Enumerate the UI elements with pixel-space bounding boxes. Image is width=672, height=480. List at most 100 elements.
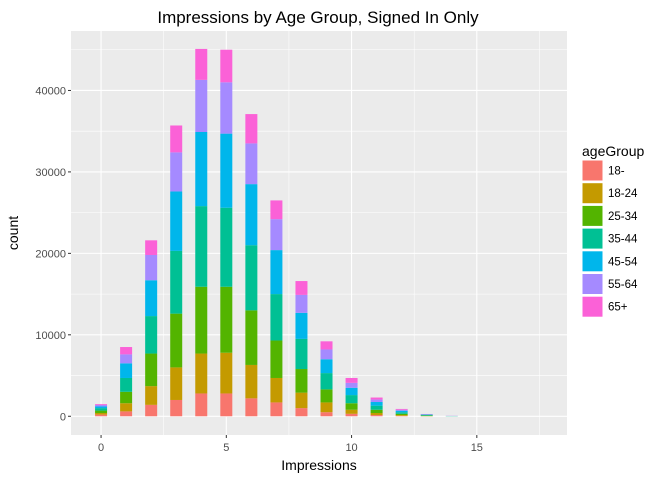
- bar-segment: [95, 410, 108, 414]
- legend-label: 55-64: [608, 279, 638, 291]
- bar-segment: [170, 367, 183, 400]
- bar-segment: [345, 395, 358, 404]
- bar-segment: [145, 280, 158, 317]
- bar-segment: [120, 377, 133, 392]
- bar-segment: [320, 402, 333, 413]
- bar-segment: [320, 373, 333, 390]
- bar-segment: [395, 410, 408, 413]
- bar-segment: [395, 408, 408, 410]
- bar-segment: [245, 184, 258, 246]
- bar-segment: [395, 415, 408, 416]
- legend-label: 18-24: [608, 188, 638, 200]
- bar-segment: [120, 391, 133, 404]
- bar-segment: [320, 389, 333, 403]
- bar-segment: [220, 82, 233, 134]
- bar-segment: [120, 411, 133, 417]
- legend-key: [581, 159, 604, 182]
- bar-segment: [95, 406, 108, 409]
- bar-segment: [195, 132, 208, 207]
- bar-segment: [320, 412, 333, 417]
- bar-segment: [420, 415, 433, 416]
- bar-segment: [145, 353, 158, 387]
- bar-segment: [220, 207, 233, 287]
- legend-key: [581, 182, 604, 205]
- bar-segment: [95, 413, 108, 415]
- bar-segment: [370, 405, 383, 410]
- y-axis-ticks: 0 10000 20000 30000 40000: [35, 85, 71, 423]
- x-tick-label: 5: [223, 442, 229, 454]
- bar-segment: [370, 415, 383, 417]
- bar-segment: [320, 349, 333, 360]
- bar-segment: [95, 404, 108, 405]
- bar-segment: [170, 152, 183, 192]
- bar-segment: [195, 393, 208, 417]
- bar-segment: [345, 377, 358, 383]
- bar-segment: [395, 413, 408, 416]
- bar-segment: [270, 200, 283, 220]
- bar-segment: [220, 286, 233, 353]
- legend-key: [581, 295, 604, 318]
- bar-segment: [270, 219, 283, 251]
- bar-segment: [220, 49, 233, 83]
- bar-segment: [245, 245, 258, 311]
- x-tick-label: 0: [98, 442, 104, 454]
- bar-segment: [170, 313, 183, 368]
- bar-segment: [370, 397, 383, 400]
- bar-stacks: [95, 48, 458, 417]
- y-tick-label: 40000: [35, 85, 66, 97]
- bar-segment: [195, 79, 208, 132]
- y-tick-label: 20000: [35, 248, 66, 260]
- bar-segment: [295, 338, 308, 370]
- bar-segment: [220, 393, 233, 417]
- legend-label: 45-54: [608, 256, 638, 268]
- legend: ageGroup 18- 18-24 25-34 35-44 45-54 55-64 65+: [581, 143, 644, 318]
- legend-key: [581, 227, 604, 250]
- bar-segment: [120, 347, 133, 355]
- x-tick-label: 10: [345, 442, 357, 454]
- bar-segment: [295, 369, 308, 393]
- legend-key: [581, 250, 604, 273]
- bar-segment: [370, 399, 383, 403]
- bar-segment: [270, 294, 283, 341]
- bar-segment: [345, 409, 358, 414]
- legend-label: 65+: [608, 302, 628, 314]
- x-axis-title: Impressions: [281, 457, 356, 473]
- bar-segment: [320, 341, 333, 350]
- bar-segment: [245, 364, 258, 399]
- bar-segment: [320, 359, 333, 374]
- bar-segment: [295, 312, 308, 339]
- bar-segment: [145, 254, 158, 281]
- x-axis-ticks: 0 5 10 15: [98, 435, 483, 454]
- bar-segment: [170, 250, 183, 314]
- bar-segment: [345, 382, 358, 388]
- legend-label: 18-: [608, 166, 625, 178]
- legend-title: ageGroup: [582, 143, 644, 159]
- bar-segment: [145, 404, 158, 417]
- bar-segment: [345, 413, 358, 417]
- legend-label: 25-34: [608, 211, 638, 223]
- bar-segment: [120, 403, 133, 412]
- y-tick-label: 30000: [35, 167, 66, 179]
- bar-segment: [345, 387, 358, 396]
- bar-segment: [245, 114, 258, 144]
- bar-segment: [195, 286, 208, 354]
- chart-title: Impressions by Age Group, Signed In Only: [157, 8, 479, 27]
- bar-segment: [270, 377, 283, 403]
- bar-segment: [295, 408, 308, 417]
- bar-segment: [120, 354, 133, 364]
- bar-segment: [95, 414, 108, 417]
- bar-segment: [170, 399, 183, 417]
- bar-segment: [245, 398, 258, 417]
- y-axis-title: count: [5, 216, 21, 250]
- bar-segment: [245, 143, 258, 185]
- y-tick-label: 10000: [35, 330, 66, 342]
- legend-key: [581, 204, 604, 227]
- bar-segment: [195, 48, 208, 80]
- bar-segment: [270, 250, 283, 295]
- bar-segment: [120, 363, 133, 378]
- bar-segment: [395, 409, 408, 411]
- bar-segment: [220, 133, 233, 208]
- bar-segment: [370, 409, 383, 414]
